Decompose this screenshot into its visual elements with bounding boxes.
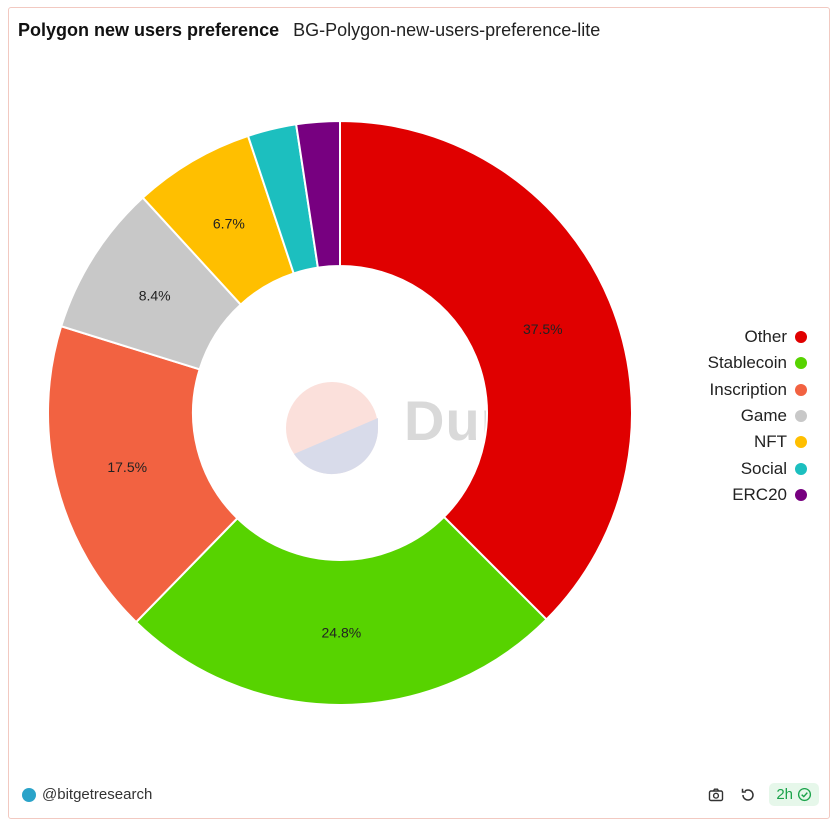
legend-item-stablecoin[interactable]: Stablecoin	[647, 350, 807, 376]
slice-label-game: 8.4%	[139, 287, 171, 303]
legend-item-social[interactable]: Social	[647, 455, 807, 481]
camera-icon[interactable]	[705, 784, 727, 806]
chart-header: Polygon new users preference BG-Polygon-…	[18, 20, 600, 41]
slice-label-inscription: 17.5%	[107, 459, 147, 475]
legend-item-nft[interactable]: NFT	[647, 429, 807, 455]
slice-label-stablecoin: 24.8%	[322, 624, 362, 640]
legend-swatch	[795, 488, 807, 501]
legend-item-inscription[interactable]: Inscription	[647, 377, 807, 403]
legend-swatch	[795, 436, 807, 449]
legend-label: Other	[744, 327, 787, 347]
legend-item-game[interactable]: Game	[647, 403, 807, 429]
dune-logo-icon	[286, 382, 379, 475]
legend-swatch	[795, 383, 807, 396]
chart-subtitle: BG-Polygon-new-users-preference-lite	[293, 20, 601, 40]
slice-stablecoin[interactable]	[134, 515, 548, 706]
avatar	[22, 787, 36, 802]
legend-swatch	[795, 410, 807, 423]
legend-item-other[interactable]: Other	[647, 324, 807, 350]
slice-label-other: 37.5%	[523, 321, 563, 337]
legend-swatch	[795, 331, 807, 344]
legend-label: Game	[740, 406, 787, 426]
legend-label: Social	[740, 458, 787, 478]
chart-footer: @bitgetresearch 2h	[0, 778, 839, 814]
legend-swatch	[795, 462, 807, 475]
refresh-age: 2h	[776, 786, 793, 803]
author-link[interactable]: @bitgetresearch	[22, 786, 152, 803]
slice-inscription[interactable]	[47, 325, 239, 624]
slice-other[interactable]	[339, 119, 633, 621]
legend-label: NFT	[753, 432, 787, 452]
refresh-icon[interactable]	[737, 784, 759, 806]
slice-erc20[interactable]	[294, 119, 341, 269]
author-name: @bitgetresearch	[42, 786, 153, 803]
refresh-badge[interactable]: 2h	[769, 783, 819, 806]
legend-swatch	[795, 357, 807, 370]
legend-label: ERC20	[732, 484, 787, 504]
legend-item-erc20[interactable]: ERC20	[647, 482, 807, 508]
legend-label: Inscription	[709, 379, 787, 399]
slice-label-nft: 6.7%	[213, 216, 245, 232]
chart-legend: Other Stablecoin Inscription Game NFT Social E…	[647, 324, 807, 508]
check-circle-icon	[797, 787, 812, 802]
legend-label: Stablecoin	[707, 353, 787, 373]
chart-title: Polygon new users preference	[18, 20, 280, 40]
